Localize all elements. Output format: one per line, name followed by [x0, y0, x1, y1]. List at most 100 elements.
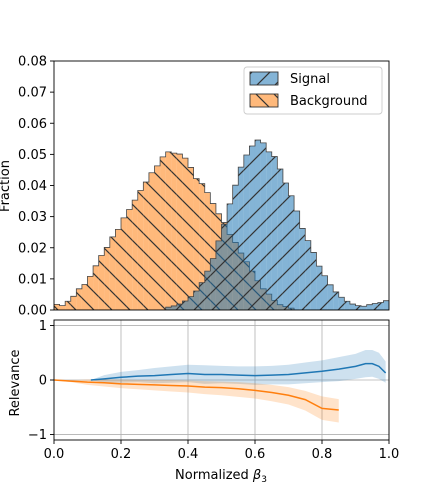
- bar-hatch-background-6: [87, 276, 94, 310]
- bar-hatch-signal-40: [277, 169, 283, 310]
- legend-label-background: Background: [290, 94, 368, 109]
- bar-hatch-signal-55: [361, 306, 367, 310]
- bar-hatch-signal-28: [210, 258, 216, 310]
- bar-hatch-background-27: [204, 192, 211, 310]
- histogram-y-tick-label: 0.01: [18, 272, 47, 287]
- bar-hatch-signal-48: [321, 275, 328, 310]
- histogram-y-tick-label: 0.08: [18, 55, 47, 70]
- bar-hatch-signal-46: [310, 252, 317, 310]
- bar-hatch-signal-45: [305, 240, 311, 310]
- bar-hatch-signal-42: [288, 195, 295, 310]
- bar-hatch-signal-27: [204, 271, 211, 310]
- relevance-x-tick-label: 0.6: [245, 447, 266, 462]
- x-label-main: Normalized: [175, 468, 253, 483]
- bar-hatch-signal-33: [238, 167, 244, 310]
- bar-hatch-signal-36: [254, 140, 261, 310]
- bar-hatch-background-15: [137, 190, 144, 310]
- legend-box: [243, 66, 383, 115]
- relevance-y-tick-label: −1: [28, 428, 47, 443]
- bar-hatch-signal-44: [299, 228, 306, 310]
- bar-hatch-signal-30: [221, 224, 228, 310]
- bar-hatch-signal-24: [187, 296, 194, 310]
- relevance-y-label: Relevance: [8, 349, 23, 416]
- bar-hatch-signal-35: [249, 145, 256, 310]
- bar-hatch-signal-41: [282, 183, 289, 310]
- outline-background: [54, 151, 389, 310]
- x-label-subscript: 3: [261, 475, 267, 485]
- histogram-y-tick-label: 0.03: [18, 210, 47, 225]
- histogram-y-tick-label: 0.04: [18, 179, 47, 194]
- bar-hatch-signal-34: [243, 154, 250, 310]
- bar-hatch-signal-20: [165, 307, 172, 310]
- bar-hatch-background-11: [115, 229, 122, 310]
- line-signal: [90, 362, 387, 381]
- relevance-x-tick-label: 1.0: [379, 447, 400, 462]
- relevance-x-tick-label: 0.4: [178, 447, 199, 462]
- bar-hatch-signal-43: [294, 211, 300, 310]
- bar-hatch-signal-56: [366, 304, 373, 310]
- bar-hatch-background-25: [193, 178, 200, 310]
- legend-hatch-signal: [250, 72, 278, 85]
- bar-hatch-background-8: [98, 255, 105, 310]
- legend-hatch-background: [250, 94, 278, 107]
- bar-hatch-background-1: [59, 305, 66, 310]
- bar-hatch-signal-37: [260, 142, 267, 310]
- histogram-panel: 0.00 0.01 0.02 0.03 0.04 0.05 0.06 0.07 0.08 Fra…: [0, 55, 390, 319]
- relevance-x-tick-label: 0.0: [44, 447, 65, 462]
- outline-signal: [54, 139, 389, 310]
- relevance-x-tick-label: 0.8: [312, 447, 333, 462]
- bar-hatch-background-21: [171, 153, 177, 310]
- bar-hatch-background-0: [54, 304, 60, 310]
- histogram-y-tick-label: 0.06: [18, 117, 47, 132]
- bar-hatch-signal-59: [383, 300, 389, 310]
- bar-hatch-background-17: [148, 172, 155, 310]
- bar-hatch-signal-54: [355, 305, 362, 310]
- histogram-y-tick-label: 0.07: [18, 86, 47, 101]
- band-signal: [90, 350, 386, 385]
- bar-hatch-background-23: [182, 158, 189, 310]
- relevance-x-label: Normalized β3: [175, 468, 267, 485]
- bar-hatch-signal-53: [349, 304, 356, 310]
- bar-hatch-background-12: [120, 217, 127, 310]
- histogram-y-label: Fraction: [0, 160, 13, 212]
- bar-hatch-signal-22: [176, 304, 183, 310]
- legend-label-signal: Signal: [290, 72, 330, 87]
- histogram-y-tick-label: 0.02: [18, 241, 47, 256]
- bar-hatch-signal-38: [266, 151, 272, 310]
- relevance-x-tick-label: 0.2: [111, 447, 132, 462]
- bar-hatch-signal-58: [377, 302, 384, 310]
- bar-hatch-signal-32: [232, 185, 239, 310]
- legend: Signal Background: [243, 66, 383, 115]
- relevance-y-tick-label: 1: [39, 319, 47, 334]
- bar-hatch-signal-51: [338, 297, 345, 310]
- bar-hatch-background-5: [81, 284, 88, 310]
- relevance-y-tick-label: 0: [39, 374, 47, 389]
- bar-hatch-background-9: [104, 247, 110, 310]
- line-background: [54, 379, 339, 411]
- bar-hatch-signal-47: [316, 266, 323, 310]
- bar-hatch-background-13: [126, 209, 133, 310]
- bar-hatch-background-28: [210, 203, 216, 310]
- bar-hatch-signal-21: [171, 305, 177, 310]
- histogram-y-tick-label: 0.00: [18, 304, 47, 319]
- bar-hatch-signal-25: [193, 291, 200, 310]
- bar-hatch-background-4: [76, 288, 82, 310]
- bar-hatch-signal-39: [271, 156, 278, 310]
- bar-hatch-signal-52: [344, 301, 350, 310]
- bar-hatch-background-26: [199, 183, 205, 310]
- bar-hatch-signal-49: [327, 284, 334, 310]
- relevance-panel: −1 0 1 0.0 0.2 0.4 0.6 0.8 1.0 Relevance Normal…: [8, 319, 399, 485]
- bar-hatch-signal-31: [227, 203, 233, 310]
- band-background: [54, 379, 339, 423]
- bar-hatch-background-24: [187, 167, 194, 310]
- bar-hatch-background-18: [154, 165, 161, 310]
- bar-hatch-background-7: [93, 265, 99, 310]
- x-label-symbol: β: [252, 468, 261, 483]
- bar-hatch-background-19: [160, 156, 166, 310]
- bar-hatch-background-10: [109, 236, 116, 310]
- bar-hatch-signal-23: [182, 300, 189, 310]
- bar-hatch-background-16: [143, 182, 149, 310]
- bar-hatch-background-3: [70, 296, 77, 310]
- bar-hatch-background-20: [165, 151, 172, 310]
